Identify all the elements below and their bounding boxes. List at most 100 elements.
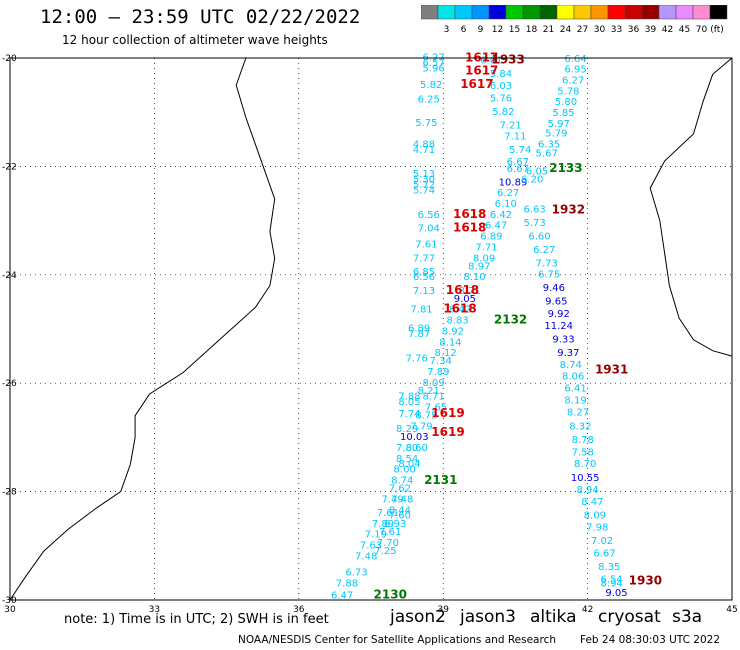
- wave-height-value: 7.88: [336, 578, 358, 589]
- wave-height-value: 5.78: [557, 86, 579, 97]
- wave-height-value: 7.77: [413, 253, 435, 264]
- map-frame: [9, 57, 733, 601]
- lat-tick-label: -28: [2, 488, 17, 498]
- wave-height-value: 9.05: [454, 294, 476, 305]
- legend-label: 30: [594, 25, 606, 35]
- wave-height-value: 6.41: [564, 383, 586, 394]
- wave-height-value: 5.72: [413, 180, 435, 191]
- wave-height-value: 5.30: [413, 175, 435, 186]
- wave-height-value: 7.48: [355, 551, 377, 562]
- wave-height-value: 8.75: [415, 410, 437, 421]
- pass-time-label-jason2: 1617: [460, 77, 493, 91]
- wave-height-value: 7.81: [410, 305, 432, 316]
- wave-height-value: 4.88: [413, 139, 435, 150]
- legend-label: 3: [444, 25, 450, 35]
- legend-label: 36: [628, 25, 640, 35]
- wave-height-value: 9.33: [552, 335, 574, 346]
- wave-height-value: 8.29: [396, 424, 418, 435]
- wave-height-value: 7.48: [391, 494, 413, 505]
- legend-label: 39: [645, 25, 657, 35]
- lon-tick-label: 42: [582, 605, 593, 615]
- wave-height-value: 6.56: [418, 210, 440, 221]
- pass-time-label-jason2: 1618: [453, 220, 486, 234]
- wave-height-value: 6.27: [533, 245, 555, 256]
- wave-height-value: 8.09: [473, 253, 495, 264]
- wave-height-value: 6.27: [562, 75, 584, 86]
- legend-unit: (ft): [710, 25, 724, 35]
- wave-height-value: 5.82: [492, 107, 514, 118]
- wave-height-value: 7.61: [377, 508, 399, 519]
- wave-height-value: 6.47: [485, 221, 507, 232]
- wave-height-value: 5.13: [413, 169, 435, 180]
- pass-time-label-jason2: 1617: [465, 50, 498, 64]
- africa-coastline: [9, 57, 276, 601]
- wave-height-value: 5.74: [413, 186, 435, 197]
- legend-label: 42: [662, 25, 673, 35]
- lat-tick-label: -20: [2, 54, 17, 64]
- wave-height-value: 7.34: [430, 356, 452, 367]
- lon-tick-label: 33: [149, 605, 160, 615]
- legend-label: 70: [696, 25, 708, 35]
- wave-height-value: 10.55: [571, 473, 600, 484]
- wave-height-value: 6.73: [345, 568, 367, 579]
- wave-height-value: 7.49: [382, 494, 404, 505]
- wave-height-value: 7.74: [398, 409, 420, 420]
- lon-tick-label: 36: [293, 605, 305, 615]
- wave-height-value: 6.05: [526, 167, 548, 178]
- legend-label: 18: [526, 25, 538, 35]
- lat-tick-label: -30: [2, 596, 17, 606]
- wave-height-value: 8.93: [384, 519, 406, 530]
- legend-label: 15: [509, 25, 520, 35]
- wave-height-value: 7.71: [475, 242, 497, 253]
- wave-height-value: 7.61: [379, 527, 401, 538]
- wave-height-value: 6.01: [480, 55, 502, 66]
- wave-height-value: 8.19: [564, 395, 586, 406]
- wave-height-value: 6.67: [507, 164, 529, 175]
- wave-height-value: 5.80: [555, 97, 577, 108]
- wave-height-value: 8.27: [567, 408, 589, 419]
- wave-height-value: 6.89: [480, 232, 502, 243]
- wave-height-value: 6.03: [490, 81, 512, 92]
- wave-height-value: 5.67: [536, 149, 558, 160]
- wave-height-value: 8.74: [560, 360, 582, 371]
- wave-height-value: 8.32: [569, 421, 591, 432]
- lat-tick-label: -22: [2, 162, 17, 172]
- lon-tick-label: 30: [4, 605, 16, 615]
- wave-height-value: 7.19: [365, 530, 387, 541]
- pass-time-label-jason2: 1617: [465, 63, 498, 77]
- lon-tick-label: 45: [726, 605, 737, 615]
- wave-height-value: 5.82: [420, 80, 442, 91]
- wave-height-value: 8.09: [584, 511, 606, 522]
- wave-height-value: 8.94: [576, 485, 598, 496]
- wave-height-value: 5.74: [509, 145, 531, 156]
- sat-label-jason2: jason2: [390, 607, 446, 627]
- wave-height-value: 8.14: [439, 337, 461, 348]
- wave-height-value: 6.60: [528, 232, 550, 243]
- wave-height-value: 10.89: [499, 177, 528, 188]
- wave-height-value: 7.89: [372, 519, 394, 530]
- wave-height-value: 8.06: [562, 371, 584, 382]
- wave-height-value: 8.47: [581, 497, 603, 508]
- wave-height-value: 5.76: [490, 93, 512, 104]
- pass-time-label-jason2: 1618: [443, 302, 476, 316]
- legend-swatch: [709, 5, 728, 20]
- wave-height-value: 8.35: [598, 562, 620, 573]
- wave-height-value: 8.12: [434, 348, 456, 359]
- pass-time-label-jason3: 2130: [374, 587, 407, 601]
- timestamp-text: Feb 24 08:30:03 UTC 2022: [580, 634, 720, 646]
- credit-text: NOAA/NESDIS Center for Satellite Applica…: [238, 634, 556, 646]
- wave-height-value: 11.24: [544, 321, 573, 332]
- page-subtitle: 12 hour collection of altimeter wave hei…: [62, 33, 328, 47]
- sat-label-altika: altika: [530, 607, 577, 627]
- lat-tick-label: -24: [2, 271, 17, 281]
- wave-height-value: 7.88: [398, 391, 420, 402]
- wave-height-value: 8.05: [398, 397, 420, 408]
- wave-height-value: 6.27: [497, 188, 519, 199]
- wave-height-value: 6.47: [331, 590, 353, 601]
- lon-tick-label: 39: [437, 605, 449, 615]
- wave-height-value: 7.02: [591, 536, 613, 547]
- wave-height-value: 6.64: [564, 54, 586, 65]
- wave-height-value: 8.00: [394, 465, 416, 476]
- wave-height-value: 5.73: [524, 218, 546, 229]
- wave-height-value: 6.42: [490, 210, 512, 221]
